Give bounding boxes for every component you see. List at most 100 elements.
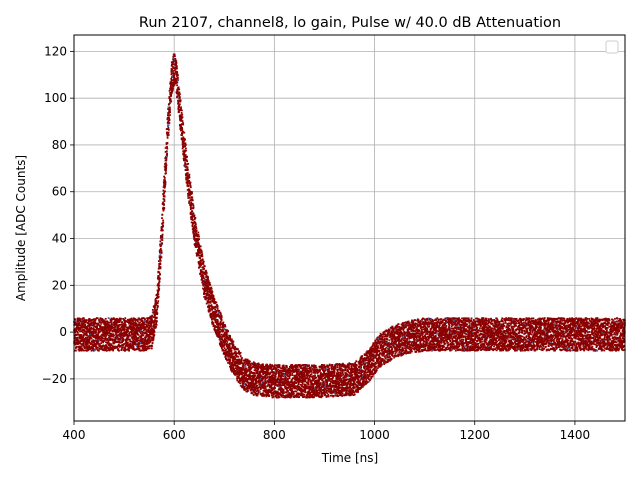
data-point (215, 311, 218, 314)
data-point (228, 342, 231, 345)
data-point (92, 324, 95, 327)
data-point (263, 389, 266, 391)
data-point (222, 329, 225, 331)
data-point (309, 388, 312, 391)
data-point (302, 371, 305, 374)
data-point (215, 301, 218, 304)
data-point (92, 349, 95, 352)
data-point (307, 367, 310, 370)
data-point (217, 309, 219, 312)
data-point (162, 194, 165, 197)
data-point (163, 207, 166, 209)
data-point (96, 324, 99, 327)
data-point (309, 366, 312, 369)
data-point (285, 391, 288, 394)
data-point (189, 194, 191, 197)
data-point (76, 337, 79, 340)
data-point (89, 343, 92, 346)
data-point (218, 316, 221, 319)
data-point (103, 323, 106, 326)
data-point (132, 333, 135, 336)
data-point (289, 374, 292, 376)
data-point (320, 391, 323, 394)
data-point (177, 74, 179, 77)
data-point (248, 370, 251, 373)
data-point (181, 133, 184, 135)
data-point (205, 276, 207, 278)
data-point (99, 330, 101, 333)
data-point (294, 390, 296, 393)
data-point (206, 290, 208, 292)
data-point (301, 374, 304, 377)
data-point (270, 375, 273, 378)
data-point (259, 376, 262, 379)
data-point (319, 366, 322, 369)
data-point (75, 345, 78, 348)
data-point (155, 326, 157, 328)
data-point (209, 298, 212, 300)
data-point (222, 344, 224, 347)
data-point (205, 287, 208, 290)
data-point (296, 371, 299, 374)
data-point (218, 327, 221, 330)
data-point (297, 380, 300, 383)
data-point (264, 383, 266, 386)
data-point (128, 331, 131, 334)
data-point (270, 376, 272, 379)
data-point (259, 378, 262, 380)
data-point (313, 371, 316, 374)
data-point (216, 305, 219, 307)
data-point (199, 252, 201, 255)
data-point (260, 375, 263, 378)
data-point (92, 347, 95, 350)
data-point (153, 308, 156, 311)
data-point (207, 285, 210, 288)
data-point (212, 322, 214, 325)
data-point (100, 335, 103, 338)
data-point (304, 389, 307, 392)
data-point (203, 277, 206, 280)
data-point (117, 337, 120, 340)
data-point (169, 114, 171, 116)
data-point (151, 315, 153, 318)
data-point (286, 369, 289, 372)
data-point (200, 264, 202, 266)
data-point (211, 294, 213, 296)
data-point (313, 364, 315, 367)
data-point (251, 371, 254, 374)
data-point (216, 335, 219, 337)
data-point (165, 158, 168, 161)
data-point (82, 342, 84, 345)
data-point (221, 341, 223, 344)
data-point (161, 237, 163, 240)
data-point (264, 391, 267, 394)
data-point (247, 378, 250, 380)
data-point (249, 382, 251, 384)
data-point (274, 390, 276, 393)
data-point (155, 322, 157, 325)
data-point (147, 337, 150, 340)
data-point (177, 76, 179, 79)
data-point (104, 317, 107, 320)
data-point (291, 390, 294, 392)
data-point (78, 324, 81, 326)
data-point (253, 369, 256, 372)
data-point (110, 328, 112, 331)
data-point (124, 334, 126, 337)
data-point (112, 345, 115, 348)
data-point (316, 379, 319, 382)
data-point (119, 341, 122, 344)
data-point (108, 349, 111, 352)
data-point (235, 355, 238, 357)
data-point (252, 383, 255, 386)
data-point (158, 282, 160, 284)
data-point (232, 367, 234, 370)
data-point (107, 339, 110, 342)
data-point (179, 116, 182, 119)
data-point (128, 332, 130, 335)
data-point (203, 278, 206, 281)
data-point (265, 394, 268, 397)
data-point (295, 368, 298, 371)
data-point (83, 339, 86, 342)
data-point (317, 375, 320, 377)
